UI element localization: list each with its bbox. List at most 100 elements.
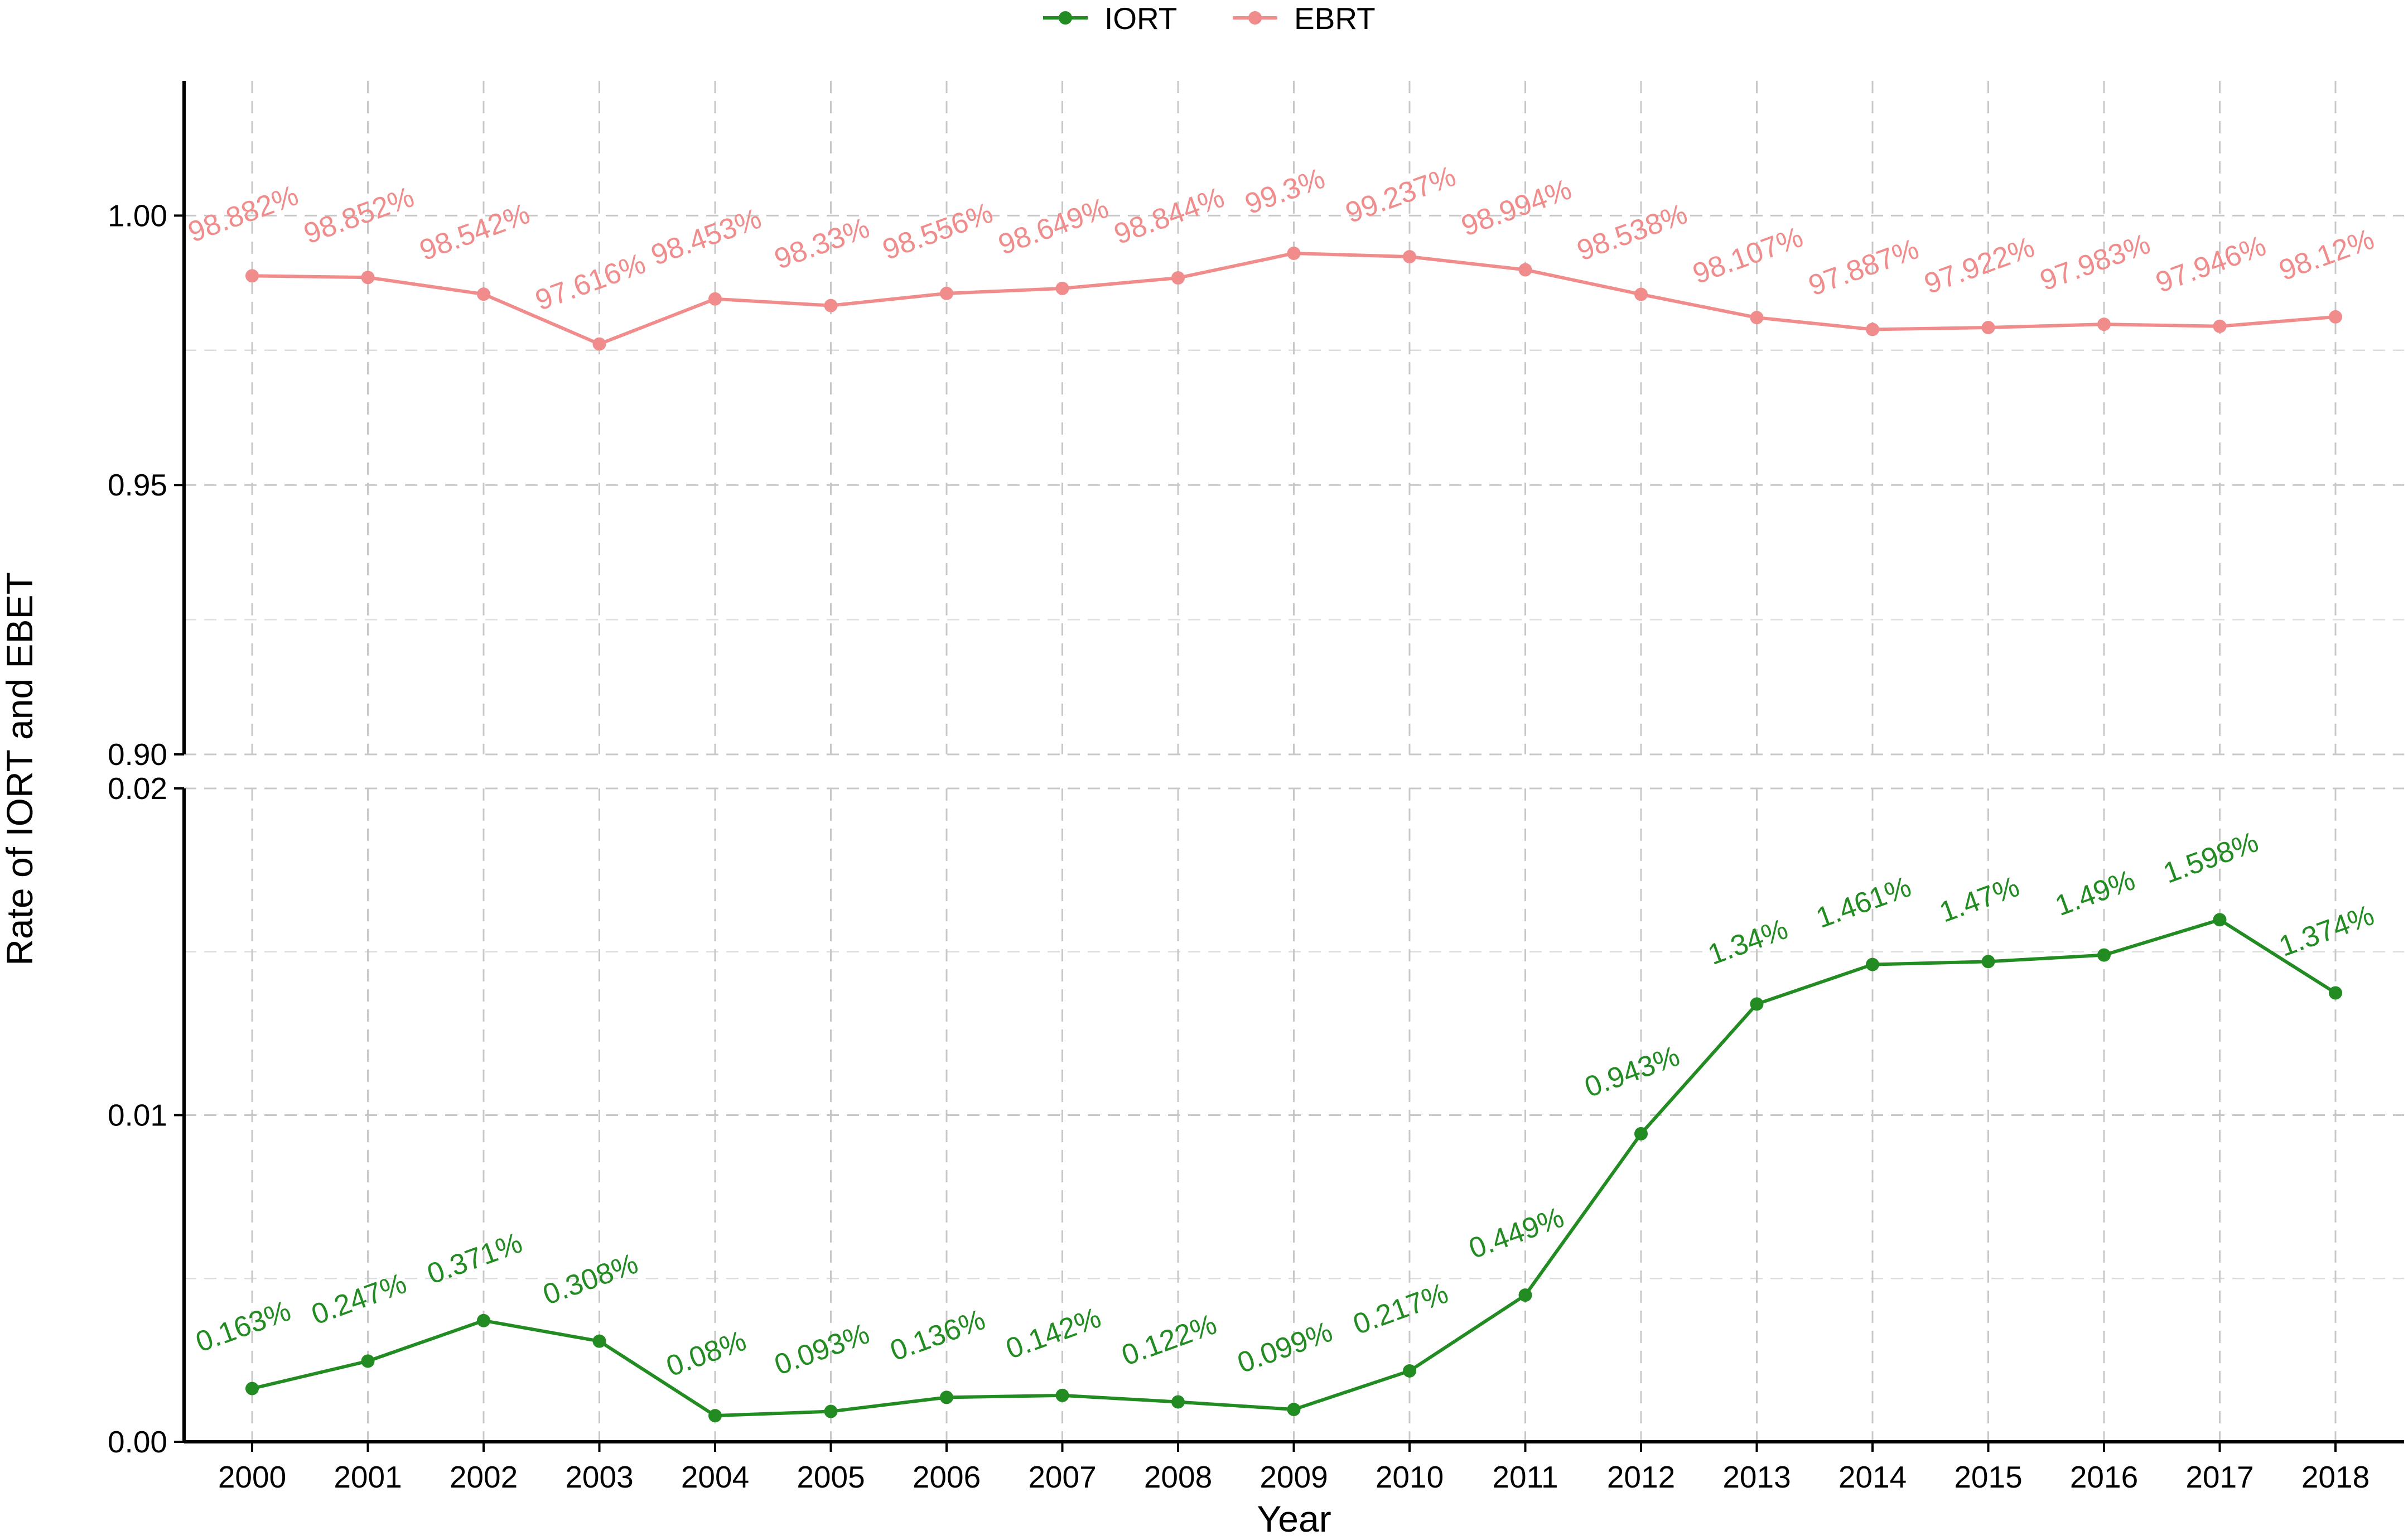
ebrt-point	[2329, 310, 2342, 324]
iort-data-label: 1.49%	[2051, 864, 2139, 922]
ebrt-point	[2097, 317, 2111, 331]
ebrt-point	[1634, 287, 1648, 301]
x-tick-label: 2000	[218, 1460, 286, 1494]
ebrt-point	[477, 287, 490, 301]
iort-data-label: 1.34%	[1704, 913, 1792, 971]
ebrt-point	[361, 271, 375, 285]
legend-ebrt-label: EBRT	[1294, 1, 1376, 36]
iort-data-label: 0.142%	[1002, 1301, 1106, 1365]
ebrt-data-label: 97.983%	[2036, 228, 2155, 297]
x-tick-label: 2005	[797, 1460, 865, 1494]
ebrt-data-label: 97.922%	[1920, 231, 2039, 301]
iort-point	[1055, 1388, 1069, 1402]
ebrt-data-label: 98.538%	[1573, 198, 1692, 267]
ebrt-data-label: 98.542%	[416, 198, 534, 267]
axes: 0.90 0.95 1.00 0.00 0.01 0.02 2000 2001 2002 2003…	[108, 81, 2404, 1494]
y-tick-label: 0.00	[108, 1424, 167, 1459]
x-tick-label: 2012	[1607, 1460, 1675, 1494]
iort-point	[940, 1390, 953, 1404]
y-tick-label: 1.00	[108, 198, 167, 233]
ebrt-point	[708, 292, 722, 306]
iort-point	[1287, 1403, 1301, 1417]
iort-point	[2097, 948, 2111, 962]
iort-point	[2213, 913, 2227, 927]
ebrt-point	[1518, 263, 1532, 277]
iort-point	[592, 1334, 606, 1348]
ebrt-point	[1750, 311, 1764, 325]
y-tick-label: 0.95	[108, 468, 167, 502]
data-labels: 0.163% 0.247%0.371% 0.308% 0.08% 0.093% 0.136…	[184, 160, 2378, 1383]
ebrt-point	[1287, 246, 1301, 260]
ebrt-data-label: 98.994%	[1457, 173, 1576, 243]
iort-point	[1750, 997, 1764, 1011]
iort-point	[361, 1354, 375, 1368]
iort-point	[1518, 1288, 1532, 1302]
ebrt-point	[592, 337, 606, 351]
iort-point	[2329, 986, 2342, 1000]
legend-iort-label: IORT	[1104, 1, 1177, 36]
ebrt-data-label: 97.946%	[2151, 229, 2270, 299]
iort-data-label: 0.247%	[307, 1267, 411, 1331]
ebrt-point	[1055, 281, 1069, 295]
y-tick-label: 0.01	[108, 1098, 167, 1133]
ebrt-point	[1981, 321, 1995, 335]
ebrt-point	[1171, 271, 1185, 285]
iort-data-label: 0.093%	[770, 1317, 874, 1382]
x-tick-label: 2016	[2070, 1460, 2138, 1494]
ebrt-data-label: 99.3%	[1241, 162, 1329, 221]
legend: IORT EBRT	[1043, 1, 1376, 36]
iort-data-label: 0.136%	[886, 1303, 990, 1368]
iort-point	[245, 1382, 259, 1395]
ebrt-point	[1866, 323, 1879, 336]
iort-data-label: 1.47%	[1935, 870, 2023, 929]
x-tick-label: 2001	[334, 1460, 402, 1494]
iort-data-label: 0.08%	[662, 1325, 750, 1383]
x-axis-title: Year	[1257, 1498, 1331, 1537]
ebrt-data-label: 98.844%	[1110, 181, 1229, 251]
iort-data-label: 1.598%	[2159, 826, 2263, 890]
x-tick-label: 2006	[913, 1460, 981, 1494]
ebrt-data-label: 98.107%	[1688, 221, 1807, 291]
ebrt-point	[2213, 319, 2227, 333]
x-tick-label: 2009	[1260, 1460, 1328, 1494]
legend-ebrt-marker	[1248, 11, 1262, 25]
iort-point	[1171, 1395, 1185, 1409]
y-axis-title: Rate of IORT and EBET	[0, 572, 40, 966]
iort-data-label: 1.461%	[1812, 870, 1915, 935]
x-tick-label: 2013	[1722, 1460, 1791, 1494]
x-tick-label: 2010	[1376, 1460, 1444, 1494]
ebrt-data-label: 98.33%	[770, 211, 874, 276]
ebrt-data-label: 98.12%	[2275, 223, 2378, 287]
iort-point	[1866, 957, 1879, 971]
x-tick-label: 2002	[450, 1460, 518, 1494]
y-tick-label: 0.90	[108, 737, 167, 772]
ebrt-data-label: 98.453%	[647, 202, 766, 272]
ebrt-data-label: 99.237%	[1341, 160, 1460, 230]
iort-point	[1981, 955, 1995, 969]
iort-point	[1634, 1127, 1648, 1140]
ebrt-data-label: 97.887%	[1804, 233, 1923, 302]
ebrt-data-label: 98.556%	[879, 196, 997, 266]
x-tick-label: 2004	[681, 1460, 749, 1494]
series	[245, 246, 2342, 1423]
iort-data-label: 0.371%	[423, 1226, 527, 1291]
ebrt-point	[1403, 250, 1416, 264]
iort-data-label: 0.163%	[191, 1294, 295, 1359]
x-tick-label: 2018	[2301, 1460, 2370, 1494]
iort-point	[824, 1404, 838, 1418]
ebrt-point	[824, 299, 838, 312]
x-tick-label: 2008	[1144, 1460, 1212, 1494]
x-tick-label: 2011	[1492, 1460, 1558, 1494]
ebrt-data-label: 98.852%	[300, 181, 418, 251]
ebrt-point	[940, 286, 953, 300]
legend-iort-marker	[1059, 11, 1072, 25]
iort-data-label: 1.374%	[2275, 899, 2378, 963]
ebrt-data-label: 97.616%	[531, 247, 650, 317]
iort-point	[708, 1409, 722, 1423]
iort-data-label: 0.943%	[1580, 1040, 1684, 1104]
grid	[184, 81, 2404, 1443]
ebrt-data-label: 98.649%	[994, 192, 1113, 262]
iort-data-label: 0.308%	[539, 1247, 643, 1311]
x-tick-label: 2015	[1954, 1460, 2022, 1494]
